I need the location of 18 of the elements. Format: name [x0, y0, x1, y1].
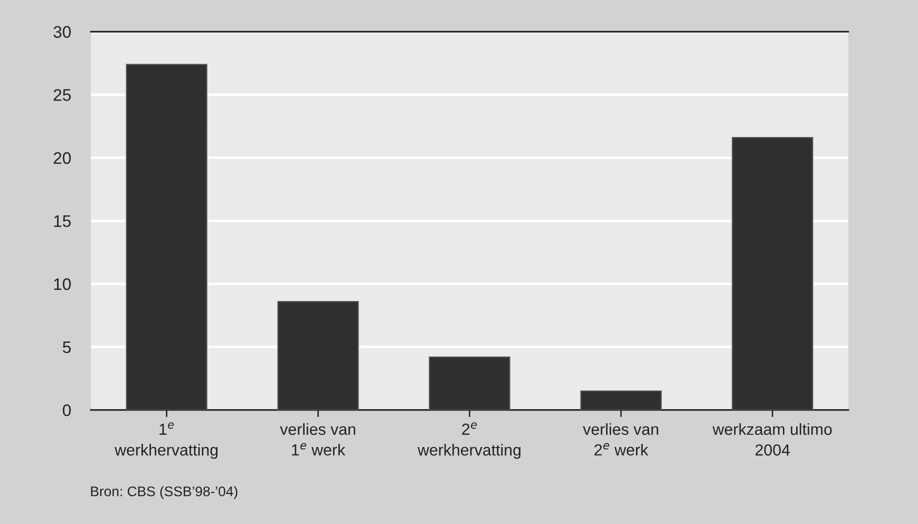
y-tick-label: 25 [54, 89, 71, 101]
bar [126, 64, 208, 410]
y-tick-label: 10 [54, 278, 71, 290]
bar [428, 356, 510, 410]
y-tick-label: 5 [62, 341, 71, 354]
y-tick-label: 15 [54, 215, 71, 228]
y-tick-label: 30 [54, 26, 71, 38]
x-tick-label: werkzaam ultimo 2004 [712, 423, 832, 456]
category-label: 2$^{e}$ werkhervatting [418, 422, 520, 459]
bar [277, 300, 359, 410]
x-tick-label: verlies van 2$^{e}$ werk [582, 423, 658, 456]
x-tick-label: verlies van 1$^{e}$ werk [280, 423, 356, 456]
category-label: 1$^{e}$ werkhervatting [114, 422, 218, 459]
text: Bron: CBS (SSB’98-’04) [91, 486, 238, 500]
y-tick-label: 0 [62, 404, 71, 416]
y-tick-label: 20 [54, 152, 71, 164]
bar [732, 137, 814, 410]
bar [580, 390, 662, 410]
